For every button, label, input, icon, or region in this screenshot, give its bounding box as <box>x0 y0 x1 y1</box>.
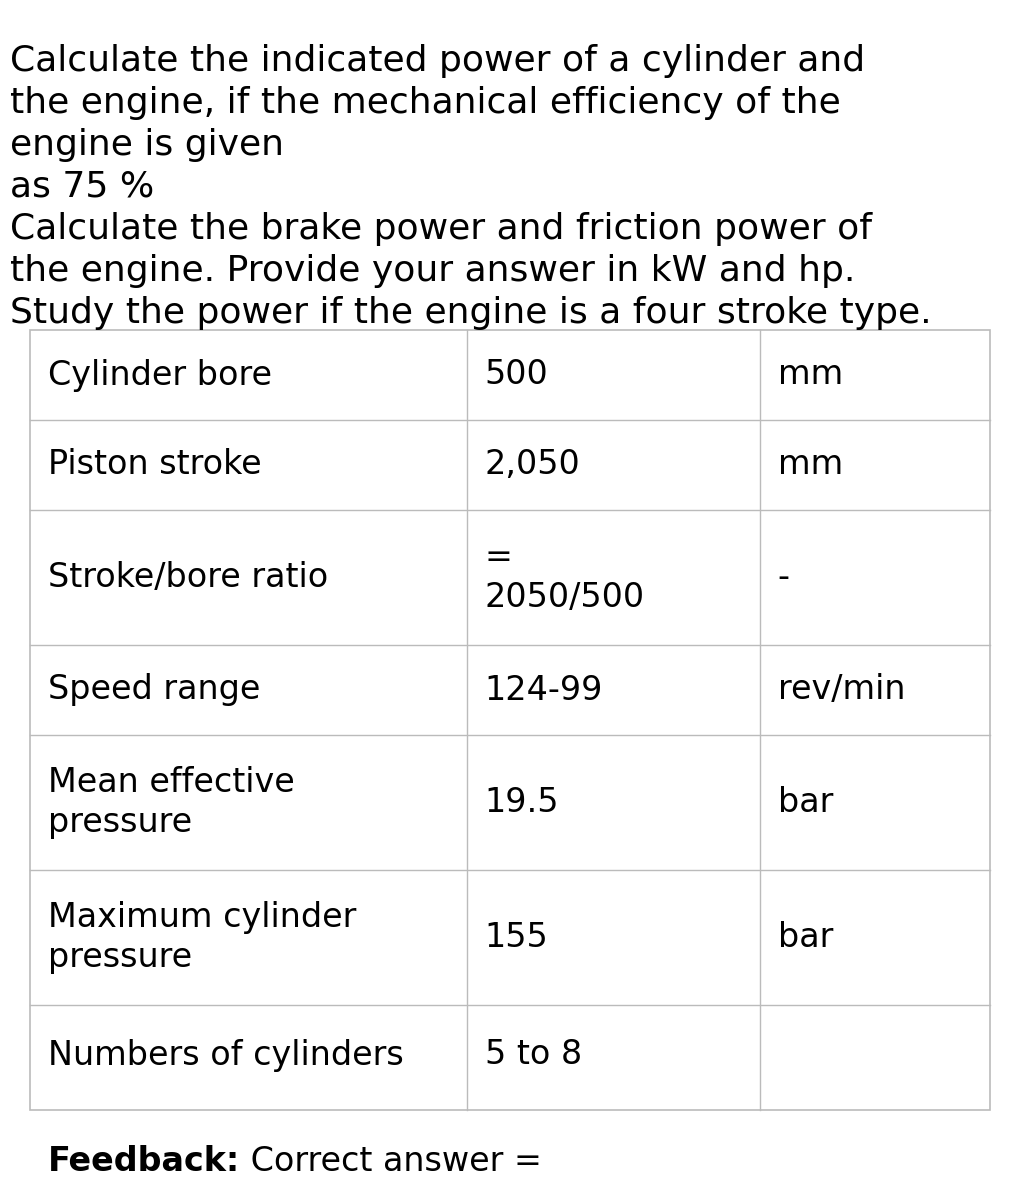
Text: Correct answer =: Correct answer = <box>241 1145 542 1177</box>
Text: Piston stroke: Piston stroke <box>48 449 261 482</box>
Text: Numbers of cylinders: Numbers of cylinders <box>48 1038 403 1071</box>
Text: Study the power if the engine is a four stroke type.: Study the power if the engine is a four … <box>10 296 932 329</box>
Text: 19.5: 19.5 <box>484 786 559 820</box>
Text: the engine. Provide your answer in kW and hp.: the engine. Provide your answer in kW an… <box>10 254 855 288</box>
Text: 2,050: 2,050 <box>484 449 581 482</box>
Text: 5 to 8: 5 to 8 <box>484 1038 582 1071</box>
Text: =
2050/500: = 2050/500 <box>484 540 645 614</box>
Bar <box>30 330 990 1109</box>
Text: Stroke/bore ratio: Stroke/bore ratio <box>48 561 329 594</box>
Text: 500: 500 <box>484 359 549 391</box>
Text: 155: 155 <box>484 921 549 954</box>
Text: engine is given: engine is given <box>10 128 284 162</box>
Text: rev/min: rev/min <box>777 674 905 706</box>
Text: the engine, if the mechanical efficiency of the: the engine, if the mechanical efficiency… <box>10 86 841 119</box>
Text: bar: bar <box>777 921 833 954</box>
Text: Speed range: Speed range <box>48 674 260 706</box>
Text: Calculate the brake power and friction power of: Calculate the brake power and friction p… <box>10 211 872 246</box>
Text: -: - <box>777 561 790 594</box>
Text: bar: bar <box>777 786 833 820</box>
Text: Mean effective
pressure: Mean effective pressure <box>48 766 295 840</box>
Text: Feedback:: Feedback: <box>48 1145 241 1177</box>
Text: Cylinder bore: Cylinder bore <box>48 359 272 391</box>
Text: as 75 %: as 75 % <box>10 169 155 204</box>
Text: 124-99: 124-99 <box>484 674 603 706</box>
Text: Calculate the indicated power of a cylinder and: Calculate the indicated power of a cylin… <box>10 44 865 78</box>
Text: mm: mm <box>777 449 843 482</box>
Text: mm: mm <box>777 359 843 391</box>
Text: Maximum cylinder
pressure: Maximum cylinder pressure <box>48 901 356 975</box>
